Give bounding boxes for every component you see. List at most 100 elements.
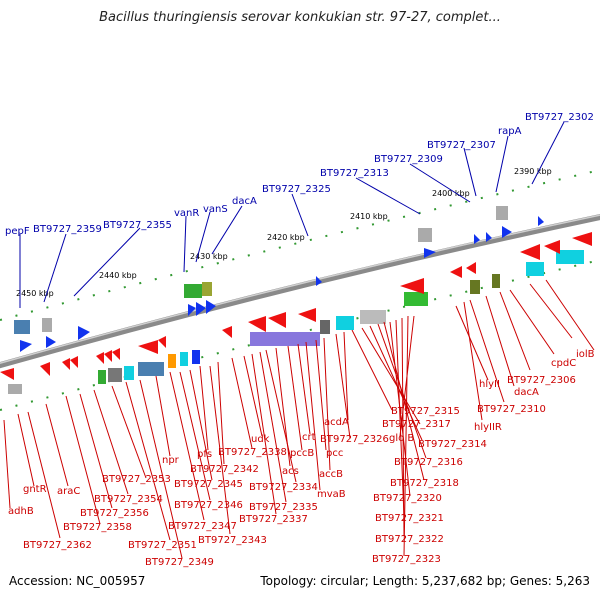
gene-label[interactable]: glo B — [389, 433, 414, 444]
gene-label[interactable]: BT9727_2326 — [320, 434, 389, 445]
gene-block[interactable] — [360, 310, 386, 324]
gene-block[interactable] — [556, 250, 584, 264]
gene-block[interactable] — [336, 316, 354, 330]
gene-arrow[interactable] — [450, 266, 462, 278]
gene-label[interactable]: npr — [162, 455, 180, 466]
gene-label[interactable]: pfs — [197, 449, 212, 460]
gene-arrow[interactable] — [544, 240, 560, 254]
gene-label[interactable]: adhB — [8, 506, 34, 517]
gene-label[interactable]: mvaB — [317, 489, 346, 500]
gene-block[interactable] — [320, 320, 330, 334]
gene-block[interactable] — [8, 384, 22, 394]
gene-label[interactable]: BT9727_2359 — [33, 224, 102, 235]
gene-arrow[interactable] — [62, 358, 70, 370]
gene-label[interactable]: BT9727_2337 — [239, 514, 308, 525]
gene-arrow[interactable] — [474, 234, 480, 244]
gene-arrow[interactable] — [572, 232, 592, 246]
gene-label[interactable]: BT9727_2349 — [145, 557, 214, 568]
gene-label[interactable]: BT9727_2342 — [190, 464, 259, 475]
gene-arrow[interactable] — [400, 278, 424, 294]
gene-label[interactable]: cpdC — [551, 358, 576, 369]
gene-block[interactable] — [98, 370, 106, 384]
gene-label[interactable]: pcc — [326, 448, 343, 459]
gene-label[interactable]: vanS — [203, 204, 228, 215]
gene-block[interactable] — [138, 362, 164, 376]
gene-arrow[interactable] — [196, 302, 206, 316]
gene-label[interactable]: acs — [282, 466, 299, 477]
gene-arrow[interactable] — [222, 326, 232, 338]
gene-label[interactable]: BT9727_2315 — [391, 406, 460, 417]
gene-arrow[interactable] — [316, 276, 322, 286]
gene-arrow[interactable] — [466, 262, 476, 274]
gene-arrow[interactable] — [112, 348, 120, 360]
gene-arrow[interactable] — [486, 232, 492, 242]
gene-label[interactable]: gntR — [23, 484, 47, 495]
gene-label[interactable]: pepF — [5, 226, 30, 237]
gene-arrow[interactable] — [188, 304, 196, 316]
gene-label[interactable]: araC — [57, 486, 80, 497]
gene-block[interactable] — [108, 368, 122, 382]
gene-arrow[interactable] — [298, 308, 316, 322]
gene-block[interactable] — [192, 350, 200, 364]
gene-label[interactable]: BT9727_2314 — [418, 439, 487, 450]
gene-label[interactable]: BT9727_2306 — [507, 375, 576, 386]
gene-label[interactable]: BT9727_2356 — [80, 508, 149, 519]
gene-block[interactable] — [124, 366, 134, 380]
gene-block[interactable] — [496, 206, 508, 220]
gene-label[interactable]: BT9727_2353 — [102, 474, 171, 485]
gene-arrow[interactable] — [502, 226, 512, 238]
gene-label[interactable]: hlyII — [479, 379, 500, 390]
gene-arrow[interactable] — [520, 244, 540, 260]
gene-arrow[interactable] — [104, 350, 112, 362]
gene-arrow[interactable] — [20, 340, 32, 352]
gene-label[interactable]: rapA — [498, 126, 522, 137]
gene-label[interactable]: BT9727_2318 — [390, 478, 459, 489]
gene-arrow[interactable] — [268, 312, 286, 328]
gene-label[interactable]: BT9727_2323 — [372, 554, 441, 565]
gene-arrow[interactable] — [206, 300, 216, 314]
gene-label[interactable]: BT9727_2317 — [382, 419, 451, 430]
gene-label[interactable]: BT9727_2322 — [375, 534, 444, 545]
gene-label[interactable]: BT9727_2325 — [262, 184, 331, 195]
gene-block[interactable] — [492, 274, 500, 288]
gene-label[interactable]: udk — [251, 434, 270, 445]
gene-label[interactable]: BT9727_2307 — [427, 140, 496, 151]
gene-label[interactable]: BT9727_2334 — [249, 482, 318, 493]
gene-label[interactable]: hlyIIR — [474, 422, 502, 433]
gene-block[interactable] — [184, 284, 202, 298]
gene-label[interactable]: BT9727_2313 — [320, 168, 389, 179]
gene-label[interactable]: BT9727_2346 — [174, 500, 243, 511]
gene-arrow[interactable] — [46, 336, 56, 348]
gene-block[interactable] — [470, 280, 480, 294]
gene-block[interactable] — [168, 354, 176, 368]
gene-label[interactable]: BT9727_2309 — [374, 154, 443, 165]
gene-label[interactable]: BT9727_2310 — [477, 404, 546, 415]
gene-label[interactable]: dacA — [514, 387, 539, 398]
gene-label[interactable]: BT9727_2302 — [525, 112, 594, 123]
gene-arrow[interactable] — [78, 326, 90, 340]
gene-arrow[interactable] — [70, 356, 78, 368]
gene-arrow[interactable] — [158, 336, 166, 348]
gene-arrow[interactable] — [40, 362, 50, 376]
gene-arrow[interactable] — [248, 316, 266, 332]
gene-block[interactable] — [180, 352, 188, 366]
gene-label[interactable]: vanR — [174, 208, 199, 219]
gene-arrow[interactable] — [538, 216, 544, 226]
gene-block[interactable] — [526, 262, 544, 276]
gene-label[interactable]: BT9727_2362 — [23, 540, 92, 551]
gene-block[interactable] — [202, 282, 212, 296]
gene-block[interactable] — [404, 292, 428, 306]
gene-label[interactable]: dacA — [232, 196, 257, 207]
gene-label[interactable]: BT9727_2351 — [128, 540, 197, 551]
gene-label[interactable]: BT9727_2358 — [63, 522, 132, 533]
gene-block[interactable] — [418, 228, 432, 242]
gene-block[interactable] — [14, 320, 30, 334]
gene-arrow[interactable] — [96, 352, 104, 364]
gene-label[interactable]: BT9727_2343 — [198, 535, 267, 546]
gene-arrow[interactable] — [0, 368, 14, 380]
gene-label[interactable]: pccB — [290, 448, 314, 459]
gene-label[interactable]: BT9727_2320 — [373, 493, 442, 504]
gene-label[interactable]: BT9727_2355 — [103, 220, 172, 231]
gene-label[interactable]: iolB — [576, 349, 595, 360]
gene-label[interactable]: BT9727_2347 — [168, 521, 237, 532]
